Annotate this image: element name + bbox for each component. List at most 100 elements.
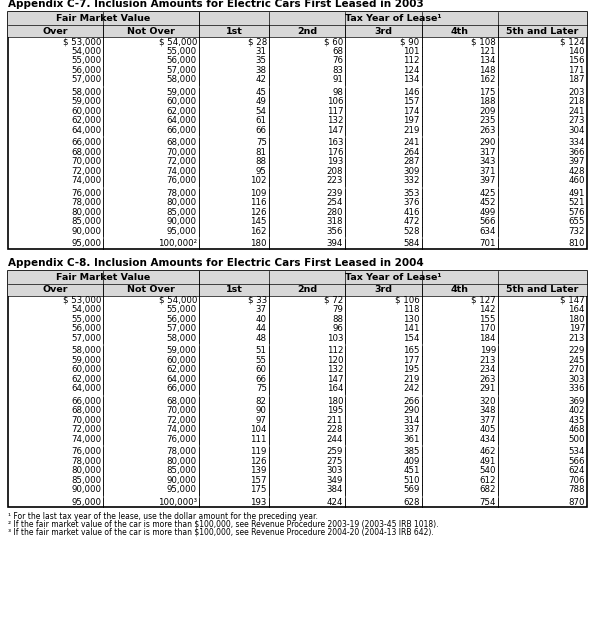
Text: 263: 263 [480,375,496,383]
Text: 290: 290 [403,406,419,415]
Text: 303: 303 [568,375,585,383]
Text: 64,000: 64,000 [71,384,101,393]
Text: 76,000: 76,000 [167,176,197,185]
Text: 66,000: 66,000 [167,384,197,393]
Text: 49: 49 [256,97,267,106]
Text: 62,000: 62,000 [71,116,101,125]
Text: Tax Year of Lease¹: Tax Year of Lease¹ [345,14,441,23]
Text: 460: 460 [568,176,585,185]
Text: 109: 109 [250,189,267,197]
Text: 175: 175 [250,485,267,494]
Text: 208: 208 [327,167,343,176]
Bar [8,283,587,296]
Text: $ 54,000: $ 54,000 [158,37,197,47]
Text: 682: 682 [480,485,496,494]
Text: 195: 195 [403,365,419,375]
Text: 290: 290 [480,138,496,147]
Text: 60,000: 60,000 [71,365,101,375]
Text: $ 60: $ 60 [324,37,343,47]
Text: 78,000: 78,000 [71,457,101,466]
Text: 349: 349 [327,476,343,485]
Text: 254: 254 [327,198,343,207]
Text: 275: 275 [327,457,343,466]
Text: 44: 44 [256,324,267,333]
Text: 510: 510 [403,476,419,485]
Text: 193: 193 [327,157,343,166]
Text: 491: 491 [480,457,496,466]
Text: 184: 184 [480,334,496,343]
Text: 76,000: 76,000 [71,447,101,456]
Text: 55,000: 55,000 [71,315,101,324]
Text: 213: 213 [568,334,585,343]
Text: 117: 117 [327,107,343,116]
Text: $ 53,000: $ 53,000 [63,37,101,47]
Text: 3rd: 3rd [374,27,392,36]
Text: 164: 164 [568,305,585,314]
Text: 85,000: 85,000 [71,217,101,226]
Text: 211: 211 [327,416,343,425]
Text: 85,000: 85,000 [71,476,101,485]
Text: $ 106: $ 106 [395,296,419,304]
Text: 788: 788 [568,485,585,494]
Text: 241: 241 [568,107,585,116]
Text: 90,000: 90,000 [167,476,197,485]
Text: 566: 566 [568,457,585,466]
Text: 266: 266 [403,397,419,406]
Text: 37: 37 [256,305,267,314]
Text: 162: 162 [250,227,267,236]
Text: 126: 126 [250,208,267,217]
Text: 98: 98 [333,88,343,97]
Text: 416: 416 [403,208,419,217]
Text: 79: 79 [333,305,343,314]
Text: 38: 38 [256,66,267,75]
Text: 78,000: 78,000 [71,198,101,207]
Text: 521: 521 [568,198,585,207]
Text: 491: 491 [569,189,585,197]
Text: Appendix C-7. Inclusion Amounts for Electric Cars First Leased in 2003: Appendix C-7. Inclusion Amounts for Elec… [8,0,424,9]
Text: 85,000: 85,000 [167,466,197,475]
Text: 140: 140 [568,47,585,56]
Text: 90,000: 90,000 [71,485,101,494]
Text: 263: 263 [480,125,496,135]
Text: $ 147: $ 147 [560,296,585,304]
Text: 111: 111 [250,434,267,444]
Text: 59,000: 59,000 [167,347,197,355]
Text: 126: 126 [250,457,267,466]
Text: 3rd: 3rd [374,285,392,294]
Text: 57,000: 57,000 [167,66,197,75]
Text: 732: 732 [568,227,585,236]
Text: Over: Over [43,27,68,36]
Text: 409: 409 [403,457,419,466]
Text: 91: 91 [333,75,343,84]
Text: 64,000: 64,000 [167,375,197,383]
Text: 100,000³: 100,000³ [158,497,197,507]
Text: 64,000: 64,000 [71,125,101,135]
Text: 405: 405 [480,426,496,434]
Text: 229: 229 [569,347,585,355]
Text: 78,000: 78,000 [167,447,197,456]
Text: 361: 361 [403,434,419,444]
Text: 218: 218 [568,97,585,106]
Text: 270: 270 [568,365,585,375]
Text: 754: 754 [480,497,496,507]
Text: 540: 540 [480,466,496,475]
Text: 95,000: 95,000 [167,485,197,494]
Text: 468: 468 [568,426,585,434]
Text: 304: 304 [568,125,585,135]
Text: 188: 188 [480,97,496,106]
Text: $ 72: $ 72 [324,296,343,304]
Text: 90,000: 90,000 [71,227,101,236]
Text: ¹ For the last tax year of the lease, use the dollar amount for the preceding ye: ¹ For the last tax year of the lease, us… [8,512,318,521]
Text: 369: 369 [569,397,585,406]
Text: 70,000: 70,000 [167,148,197,157]
Bar [8,25,587,37]
Text: 377: 377 [480,416,496,425]
Text: 88: 88 [332,315,343,324]
Text: 434: 434 [480,434,496,444]
Text: 223: 223 [327,176,343,185]
Text: 106: 106 [327,97,343,106]
Text: 353: 353 [403,189,419,197]
Text: 74,000: 74,000 [167,426,197,434]
Text: 51: 51 [256,347,267,355]
Text: 528: 528 [403,227,419,236]
